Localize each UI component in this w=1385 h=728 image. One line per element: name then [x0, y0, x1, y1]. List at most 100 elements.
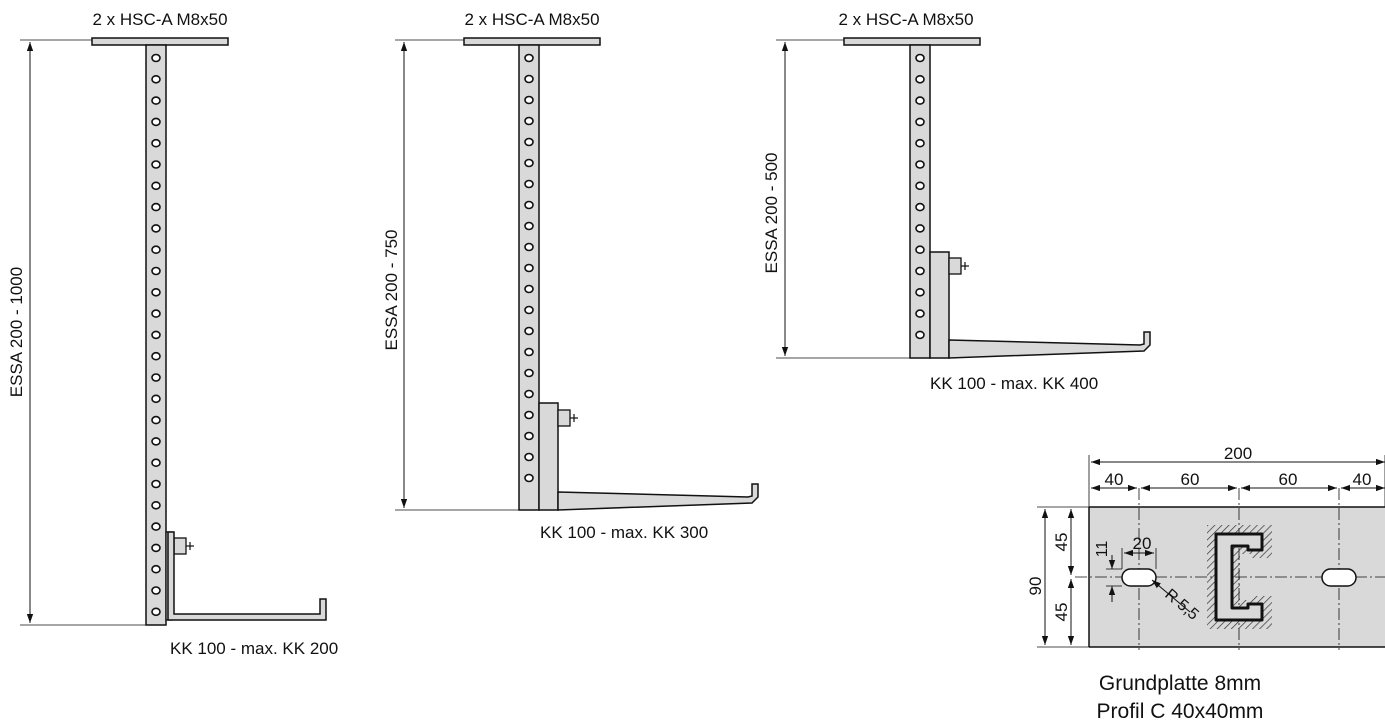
profile-hole [151, 458, 161, 468]
hanger-2-clamp [538, 402, 559, 511]
caption-line-2: Profil C 40x40mm [1097, 700, 1264, 723]
slot-width-label: 20 [1133, 534, 1152, 553]
profile-hole [915, 117, 925, 127]
hanger-2-tray-label: KK 100 - max. KK 300 [540, 523, 708, 542]
profile-hole [151, 564, 161, 574]
hanger-2-cantilever-arm [557, 483, 759, 511]
base-plate-detail: 200 40 60 60 40 90 45 45 20 11 R 5,5 Gru… [1026, 444, 1385, 723]
hanger-1-length-label: ESSA 200 - 1000 [7, 267, 26, 397]
profile-hole [915, 266, 925, 276]
profile-hole [524, 200, 534, 210]
profile-hole [151, 330, 161, 340]
hanger-3-cantilever-arm [948, 331, 1151, 359]
profile-hole [915, 160, 925, 169]
profile-hole [151, 437, 161, 446]
profile-hole [524, 74, 534, 84]
profile-hole [524, 242, 534, 252]
profile-hole [151, 415, 161, 425]
slot-height-label: 11 [1094, 541, 1111, 558]
profile-hole [151, 543, 161, 553]
profile-hole [151, 309, 161, 318]
profile-hole [524, 452, 534, 462]
profile-hole [915, 53, 925, 63]
profile-hole [151, 373, 161, 382]
profile-hole [524, 116, 534, 126]
hanger-3: 2 x HSC-A M8x50 ESSA 200 - 500 KK 100 - … [762, 10, 1151, 393]
profile-hole [151, 138, 161, 148]
hanger-3-top-plate [843, 37, 981, 46]
profile-hole [151, 181, 161, 191]
hanger-1-anchor-label: 2 x HSC-A M8x50 [92, 10, 227, 29]
profile-hole [151, 96, 161, 105]
profile-hole [151, 607, 161, 617]
profile-hole [151, 500, 161, 510]
right-slot [1321, 568, 1357, 587]
profile-hole [151, 117, 161, 127]
profile-hole [915, 330, 925, 340]
c-profile [1214, 532, 1264, 622]
profile-hole [524, 473, 534, 483]
profile-hole [524, 431, 534, 441]
total-height-label: 90 [1026, 577, 1045, 596]
profile-hole [524, 389, 534, 399]
profile-hole [151, 394, 161, 404]
profile-hole [524, 326, 534, 336]
profile-hole [151, 479, 161, 489]
profile-hole [524, 347, 534, 357]
profile-hole [151, 245, 161, 254]
profile-hole [915, 181, 925, 191]
profile-hole [524, 137, 534, 147]
hanger-2-anchor-label: 2 x HSC-A M8x50 [464, 10, 599, 29]
profile-hole [151, 75, 161, 84]
hanger-1-bolt [173, 537, 187, 555]
total-width-label: 200 [1224, 444, 1252, 463]
hanger-2-vertical-profile [518, 44, 540, 511]
segment-label-3: 60 [1279, 470, 1298, 489]
profile-hole [915, 287, 925, 297]
hanger-2-holes [524, 53, 534, 483]
profile-hole [524, 305, 534, 315]
hanger-2: 2 x HSC-A M8x50 ESSA 200 - 750 KK 100 - … [382, 10, 759, 542]
segment-label-1: 40 [1105, 470, 1124, 489]
hanger-1-cantilever-arm [167, 531, 327, 621]
profile-hole [915, 245, 925, 254]
upper-height-label: 45 [1052, 533, 1071, 552]
left-slot [1121, 568, 1157, 587]
profile-hole [915, 202, 925, 212]
profile-hole [524, 179, 534, 189]
hanger-2-length-label: ESSA 200 - 750 [382, 230, 401, 351]
profile-hole [915, 138, 925, 148]
profile-hole [915, 96, 925, 105]
hanger-3-clamp [929, 251, 950, 359]
profile-hole [915, 224, 925, 233]
hanger-3-length-label: ESSA 200 - 500 [762, 153, 781, 274]
profile-hole [151, 224, 161, 233]
lower-height-label: 45 [1052, 603, 1071, 622]
profile-hole [151, 266, 161, 276]
profile-hole [915, 75, 925, 84]
profile-hole [524, 368, 534, 378]
profile-hole [151, 351, 161, 361]
hanger-1-top-plate [91, 37, 229, 46]
profile-hole [151, 522, 161, 531]
hanger-2-bolt [557, 409, 571, 427]
profile-hole [524, 158, 534, 168]
hanger-3-bolt [948, 257, 962, 275]
profile-hole [524, 53, 534, 63]
profile-hole [524, 263, 534, 273]
profile-hole [151, 287, 161, 297]
hanger-3-tray-label: KK 100 - max. KK 400 [930, 374, 1098, 393]
profile-hole [151, 53, 161, 63]
hanger-1-holes [151, 53, 161, 617]
hanger-3-holes [915, 53, 925, 340]
hanger-2-top-plate [463, 37, 601, 46]
segment-label-4: 40 [1353, 470, 1372, 489]
profile-hole [915, 309, 925, 318]
hanger-3-vertical-profile [909, 44, 931, 359]
profile-hole [524, 284, 534, 294]
segment-label-2: 60 [1181, 470, 1200, 489]
hanger-1-tray-label: KK 100 - max. KK 200 [170, 639, 338, 658]
profile-hole [151, 202, 161, 212]
radius-leader [1151, 579, 1191, 613]
